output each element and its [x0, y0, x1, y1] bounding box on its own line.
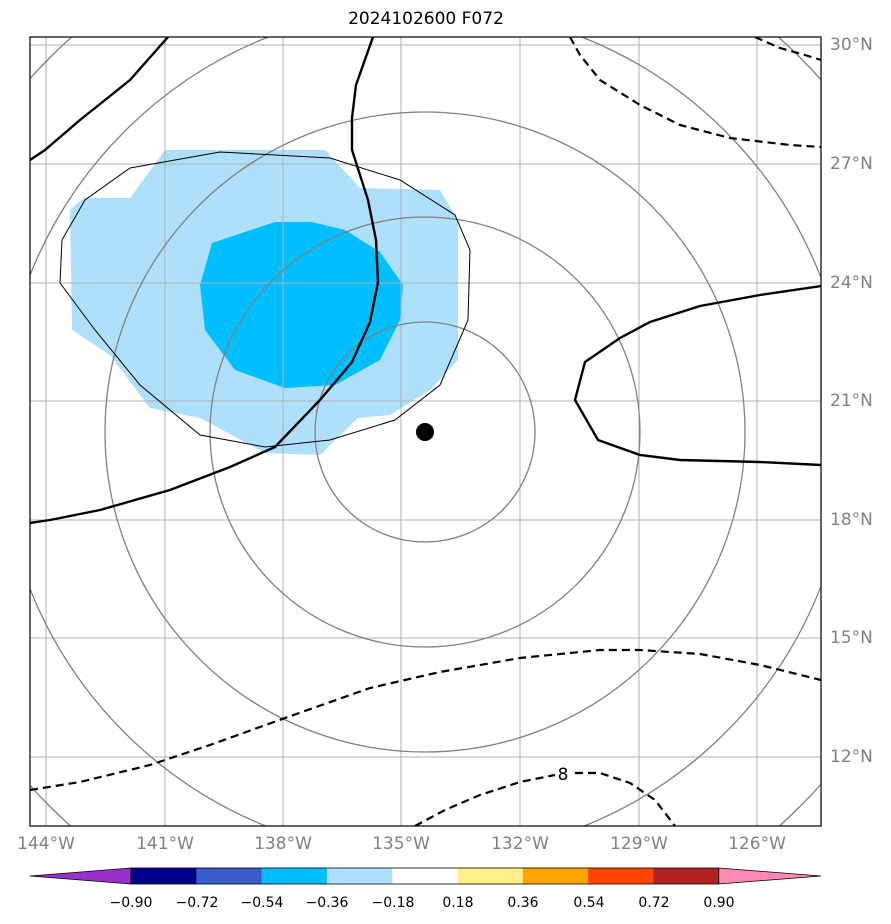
- solid-contour: [573, 284, 821, 467]
- range-ring: [209, 216, 641, 648]
- colorbar-tick-label: −0.72: [175, 895, 219, 911]
- colorbar: [29, 867, 822, 885]
- colorbar-tick-label: 0.36: [507, 895, 539, 911]
- lon-tick-label: 138°W: [254, 834, 312, 854]
- lat-tick-label: 12°N: [830, 747, 873, 767]
- storm-center-marker: [416, 423, 434, 441]
- colorbar-cell: [588, 868, 654, 884]
- dashed-contour: [754, 37, 821, 62]
- colorbar-tick-label: 0.90: [703, 895, 735, 911]
- lat-tick-label: 18°N: [830, 510, 873, 530]
- lat-tick-label: 21°N: [830, 391, 873, 411]
- colorbar-frame: [130, 867, 720, 885]
- solid-contours: [30, 37, 821, 525]
- medium-blue-shaded-region: [200, 222, 403, 388]
- colorbar-tick-label: −0.18: [371, 895, 415, 911]
- colorbar-cell: [653, 868, 720, 884]
- dashed-contour: [569, 37, 821, 149]
- lon-tick-label: 141°W: [136, 834, 194, 854]
- contour-label: 8: [558, 765, 569, 785]
- map-plot: 8: [29, 36, 822, 827]
- lon-tick-label: 144°W: [17, 834, 75, 854]
- dashed-contours: [30, 37, 821, 826]
- solid-contour: [30, 37, 169, 161]
- graticule: [30, 37, 821, 826]
- thin-contour: [59, 151, 471, 448]
- colorbar-tick-label: 0.18: [442, 895, 474, 911]
- colorbar-tick-label: 0.72: [638, 895, 670, 911]
- range-rings: [30, 37, 821, 826]
- colorbar-cell: [196, 868, 263, 884]
- colorbar-cell: [392, 868, 458, 884]
- lat-tick-label: 24°N: [830, 273, 873, 293]
- colorbar-cell: [131, 868, 197, 884]
- colorbar-cell: [326, 868, 393, 884]
- lat-tick-label: 15°N: [830, 628, 873, 648]
- colorbar-tick-label: −0.90: [109, 895, 153, 911]
- colorbar-cell: [522, 868, 589, 884]
- colorbar-extend-low: [29, 867, 132, 885]
- lon-tick-label: 132°W: [491, 834, 549, 854]
- dashed-contour: [414, 773, 556, 826]
- solid-contour: [30, 37, 380, 525]
- lat-tick-label: 30°N: [830, 35, 873, 55]
- lat-tick-label: 27°N: [830, 154, 873, 174]
- lon-tick-label: 129°W: [610, 834, 668, 854]
- dashed-contour: [575, 771, 676, 826]
- range-ring: [314, 321, 536, 543]
- colorbar-extend-high: [718, 867, 822, 885]
- plot-frame: [29, 36, 822, 827]
- colorbar-tick-label: 0.54: [573, 895, 605, 911]
- colorbar-cell: [261, 868, 328, 884]
- range-ring: [104, 111, 746, 753]
- map-title: 2024102600 F072: [348, 9, 504, 29]
- lon-tick-label: 126°W: [728, 834, 786, 854]
- lon-tick-label: 135°W: [372, 834, 430, 854]
- colorbar-tick-label: −0.54: [240, 895, 284, 911]
- dashed-contour: [30, 648, 821, 792]
- colorbar-tick-label: −0.36: [305, 895, 349, 911]
- colorbar-cell: [457, 868, 524, 884]
